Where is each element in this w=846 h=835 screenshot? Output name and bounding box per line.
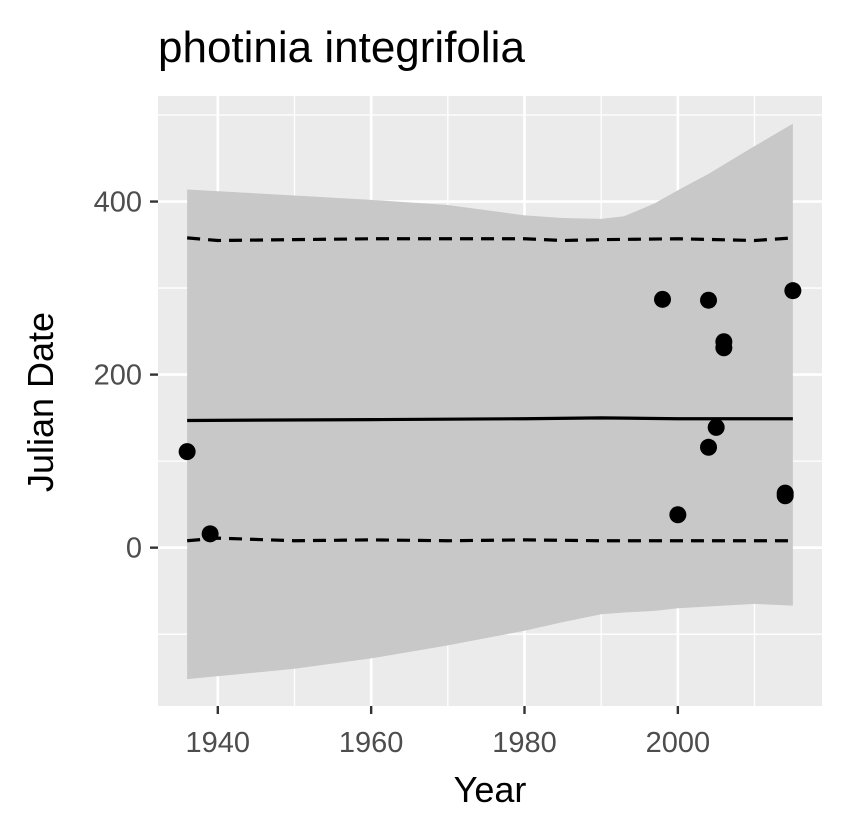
data-point: [700, 438, 718, 456]
data-point: [715, 339, 733, 357]
data-point: [669, 506, 687, 524]
dashed-bound-line: [187, 536, 793, 543]
data-point: [776, 487, 794, 505]
data-point: [201, 525, 219, 543]
x-tick-label: 1940: [186, 727, 251, 759]
dashed-bound-line: [187, 236, 793, 243]
trend-lines-layer: [187, 236, 793, 543]
x-tick-label: 1980: [492, 727, 557, 759]
y-tick-label: 200: [94, 360, 142, 392]
y-tick-label: 400: [94, 187, 142, 219]
data-point: [707, 418, 725, 436]
y-axis-title: Julian Date: [20, 312, 61, 492]
x-tick-label: 1960: [339, 727, 404, 759]
x-tick-label: 2000: [646, 727, 711, 759]
chart-title: photinia integrifolia: [158, 23, 525, 72]
x-axis-title: Year: [454, 769, 527, 810]
data-points-layer: [178, 282, 802, 543]
data-point: [784, 282, 802, 300]
data-point: [700, 291, 718, 309]
y-tick-label: 0: [126, 533, 142, 565]
fitted-line: [187, 416, 793, 423]
data-point: [654, 290, 672, 308]
data-point: [178, 443, 196, 461]
axes-layer: 1940 1960 1980 2000 0 200 400: [94, 187, 711, 759]
